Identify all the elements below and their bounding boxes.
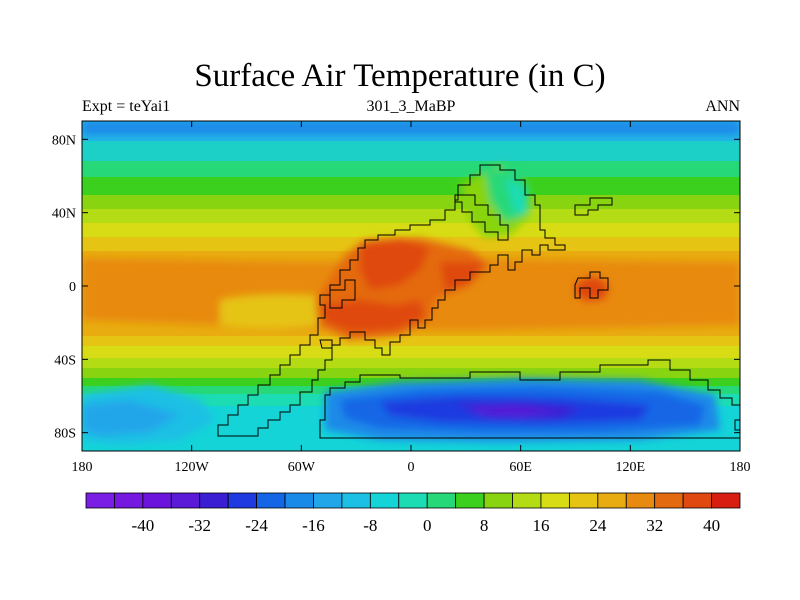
- colorbar-label: -24: [245, 516, 268, 535]
- colorbar-swatch: [284, 492, 314, 509]
- colorbar-label: 16: [532, 516, 549, 535]
- colorbar-label: -16: [302, 516, 325, 535]
- colorbar-label: -8: [363, 516, 377, 535]
- colorbar-label: -40: [132, 516, 155, 535]
- colorbar-label: 40: [703, 516, 720, 535]
- map-title: Surface Air Temperature (in C): [194, 58, 606, 94]
- x-tick-label: 120W: [175, 460, 210, 475]
- colorbar-swatch: [341, 492, 371, 509]
- colorbar-swatch: [199, 492, 229, 509]
- colorbar-swatch: [398, 492, 428, 509]
- time-label: 301_3_MaBP: [366, 98, 456, 115]
- colorbar-swatch: [170, 492, 201, 509]
- x-tick-label: 120E: [616, 460, 646, 475]
- x-tick-label: 60E: [509, 460, 532, 475]
- colorbar-swatch: [227, 492, 258, 509]
- axis-ticks: 180 120W 60W 0 60E 120E 180 80N 40N 0 40S 80S: [52, 121, 751, 475]
- x-tick-label: 0: [408, 460, 415, 475]
- colorbar-swatch: [540, 492, 570, 509]
- colorbar-swatch: [114, 492, 144, 509]
- colorbar-swatch: [682, 492, 712, 509]
- y-tick-label: 40S: [54, 353, 76, 368]
- x-tick-label: 60W: [288, 460, 316, 475]
- colorbar-swatch: [142, 492, 172, 509]
- y-tick-label: 80S: [54, 427, 76, 442]
- x-tick-label: 180: [72, 460, 93, 475]
- x-tick-label: 180: [730, 460, 751, 475]
- colorbar-swatch: [711, 492, 741, 509]
- colorbar-swatch: [625, 492, 656, 509]
- temperature-field: [82, 121, 740, 451]
- experiment-label: Expt = teYai1: [82, 98, 171, 115]
- colorbar-swatch: [85, 492, 115, 509]
- colorbar-label: -32: [188, 516, 211, 535]
- colorbar-swatch: [483, 492, 513, 509]
- colorbar-label: 0: [423, 516, 432, 535]
- colorbar-swatch: [568, 492, 599, 509]
- colorbar-label: 8: [480, 516, 489, 535]
- colorbar-swatch: [369, 492, 400, 509]
- colorbar-swatch: [313, 492, 343, 509]
- colorbar-swatch: [512, 492, 542, 509]
- colorbar-swatch: [597, 492, 627, 509]
- y-tick-label: 0: [69, 280, 76, 295]
- season-label: ANN: [705, 98, 740, 115]
- colorbar-swatch: [256, 492, 286, 509]
- colorbar-label: 32: [646, 516, 663, 535]
- y-tick-label: 40N: [52, 207, 76, 222]
- colorbar-swatch: [426, 492, 457, 509]
- colorbar-swatch: [455, 492, 485, 509]
- continent-outlines: [217, 164, 740, 439]
- colorbar-swatch: [654, 492, 684, 509]
- colorbar-label: 24: [589, 516, 607, 535]
- colorbar: -40 -32 -24 -16 -8 0 8 16 24 32 40: [85, 492, 741, 535]
- y-tick-label: 80N: [52, 133, 76, 148]
